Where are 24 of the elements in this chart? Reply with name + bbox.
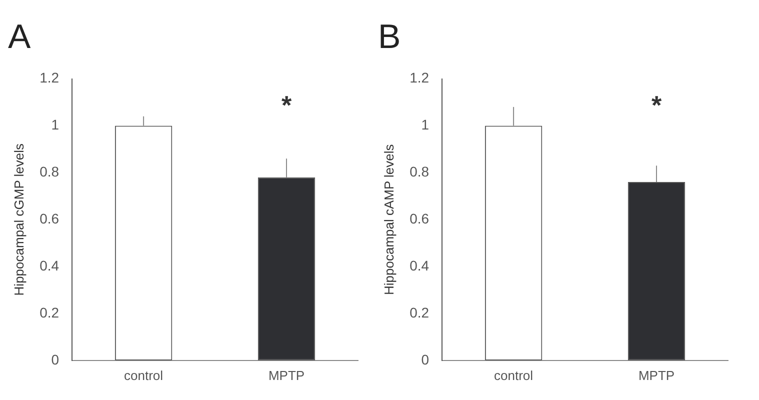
y-tick-label: 0.4 <box>40 257 60 274</box>
y-tick-label: 0.8 <box>410 164 430 180</box>
annotation: * <box>651 90 662 120</box>
y-tick-label: 0 <box>51 351 60 368</box>
y-tick-label: 0.8 <box>40 164 60 180</box>
x-tick-label: MPTP <box>268 368 305 383</box>
y-axis-title: Hippocampal cAMP levels <box>381 144 396 295</box>
x-tick-label: MPTP <box>638 368 675 383</box>
y-tick-label: 0.2 <box>40 304 60 320</box>
y-tick-label: 0.4 <box>410 257 430 274</box>
annotation: * <box>281 90 292 120</box>
y-tick-label: 0.6 <box>410 210 430 226</box>
x-tick-label: control <box>494 368 534 383</box>
chart-title: B <box>378 18 401 56</box>
y-tick-label: 1.2 <box>40 70 60 86</box>
x-tick-label: control <box>124 368 164 383</box>
y-tick-label: 0 <box>421 351 430 368</box>
y-tick-label: 1 <box>51 116 60 133</box>
y-tick-label: 1 <box>421 116 430 133</box>
chart-title: A <box>8 18 31 56</box>
y-tick-label: 0.6 <box>40 210 60 226</box>
y-tick-label: 1.2 <box>410 70 430 86</box>
y-axis-title: Hippocampal cGMP levels <box>11 143 26 296</box>
y-tick-label: 0.2 <box>410 304 430 320</box>
